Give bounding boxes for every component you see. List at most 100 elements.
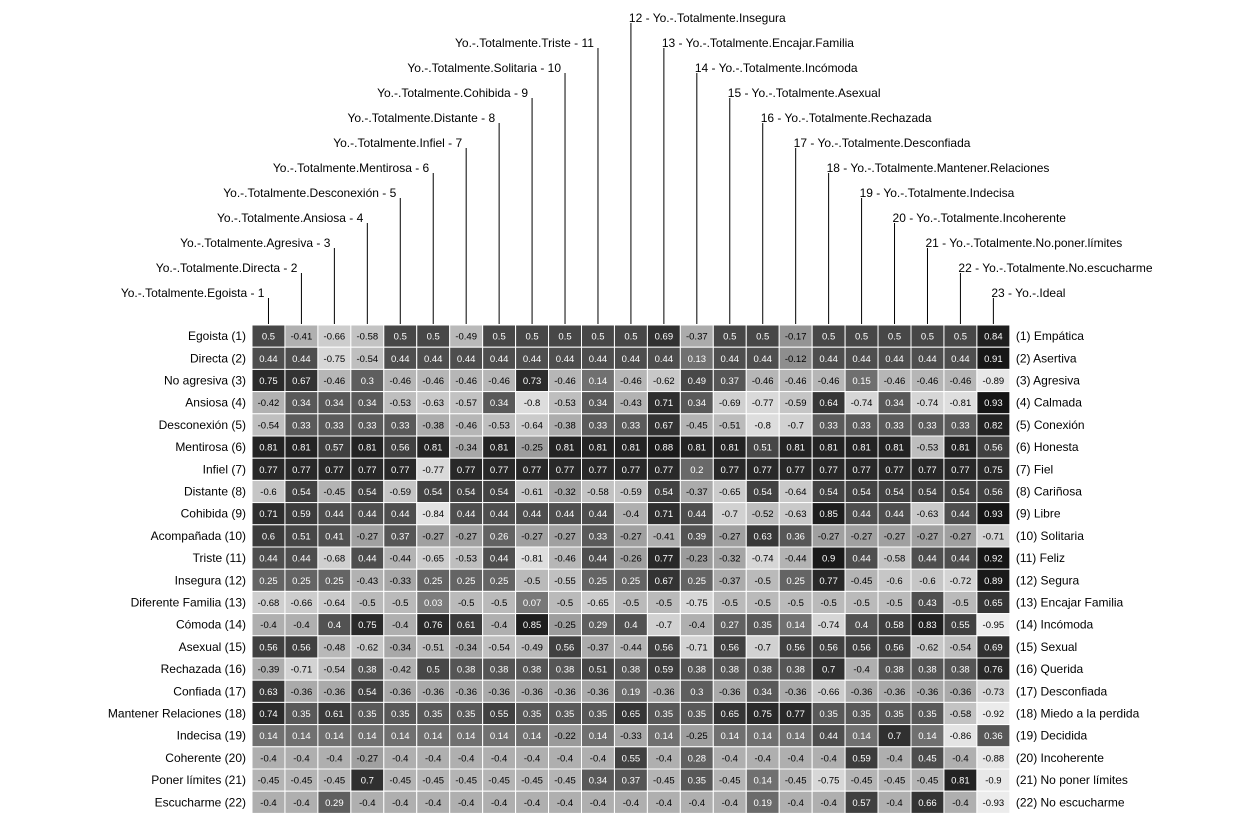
cell-value-label: 0.25 bbox=[589, 576, 608, 587]
cell-value-label: 0.85 bbox=[523, 620, 542, 631]
cell-value-label: 0.4 bbox=[855, 620, 868, 631]
cell-value-label: -0.25 bbox=[554, 620, 576, 631]
cell-value-label: -0.4 bbox=[392, 620, 408, 631]
cell-value-label: -0.36 bbox=[422, 687, 444, 698]
row-label-right: (2) Asertiva bbox=[1016, 351, 1077, 365]
cell-value-label: -0.37 bbox=[719, 576, 741, 587]
cell-value-label: 0.77 bbox=[358, 465, 377, 476]
cell-value-label: -0.4 bbox=[425, 798, 441, 809]
cell-value-label: 0.54 bbox=[852, 487, 871, 498]
row-label-right: (1) Empática bbox=[1016, 329, 1084, 343]
row-label-left: No agresiva (3) bbox=[164, 374, 246, 388]
cell-value-label: 0.38 bbox=[556, 665, 575, 676]
cell-value-label: 0.2 bbox=[690, 465, 703, 476]
cell-value-label: -0.45 bbox=[324, 776, 346, 787]
cell-value-label: 0.44 bbox=[918, 554, 937, 565]
cell-value-label: 0.81 bbox=[885, 443, 904, 454]
heatmap-cell bbox=[976, 790, 1011, 814]
cell-value-label: 0.38 bbox=[523, 665, 542, 676]
cell-value-label: 0.34 bbox=[292, 398, 311, 409]
cell-value-label: 0.81 bbox=[819, 443, 838, 454]
cell-value-label: 0.14 bbox=[786, 620, 805, 631]
cell-value-label: -0.38 bbox=[422, 420, 444, 431]
cell-value-label: -0.66 bbox=[291, 598, 313, 609]
row-label-right: (4) Calmada bbox=[1016, 396, 1082, 410]
cell-value-label: -0.45 bbox=[917, 776, 939, 787]
cell-value-label: -0.62 bbox=[917, 642, 939, 653]
cell-value-label: 0.44 bbox=[292, 554, 311, 565]
cell-value-label: -0.68 bbox=[324, 554, 346, 565]
cell-value-label: 0.44 bbox=[918, 354, 937, 365]
row-label-right: (9) Libre bbox=[1016, 507, 1061, 521]
cell-value-label: -0.4 bbox=[260, 753, 276, 764]
row-label-left: Cohibida (9) bbox=[181, 507, 246, 521]
cell-value-label: 0.44 bbox=[721, 354, 740, 365]
cell-value-label: 0.7 bbox=[361, 776, 374, 787]
cell-value-label: -0.37 bbox=[686, 487, 708, 498]
row-label-right: (12) Segura bbox=[1016, 573, 1080, 587]
cell-value-label: 0.5 bbox=[558, 332, 571, 343]
cell-value-label: -0.72 bbox=[950, 576, 972, 587]
cell-value-label: 0.38 bbox=[786, 665, 805, 676]
cell-value-label: 0.65 bbox=[721, 709, 740, 720]
column-header-label: 12 - Yo.-.Totalmente.Insegura bbox=[629, 11, 786, 25]
cell-value-label: 0.33 bbox=[391, 420, 410, 431]
cell-value-label: -0.55 bbox=[554, 576, 576, 587]
cell-value-label: -0.95 bbox=[983, 620, 1005, 631]
cell-value-label: 0.81 bbox=[589, 443, 608, 454]
row-label-left: Poner límites (21) bbox=[151, 773, 246, 787]
cell-value-label: 0.35 bbox=[292, 709, 311, 720]
row-label-right: (20) Incoherente bbox=[1016, 751, 1104, 765]
cell-value-label: 0.44 bbox=[490, 354, 509, 365]
cell-value-label: 0.33 bbox=[325, 420, 344, 431]
cell-value-label: 0.33 bbox=[951, 420, 970, 431]
cell-value-label: -0.32 bbox=[719, 554, 741, 565]
cell-value-label: 0.25 bbox=[259, 576, 278, 587]
cell-value-label: -0.4 bbox=[458, 798, 474, 809]
cell-value-label: 0.45 bbox=[918, 753, 937, 764]
cell-value-label: -0.73 bbox=[983, 687, 1005, 698]
cell-value-label: -0.4 bbox=[293, 753, 309, 764]
cell-value-label: 0.44 bbox=[589, 509, 608, 520]
cell-value-label: 0.56 bbox=[556, 642, 575, 653]
cell-value-label: -0.27 bbox=[521, 531, 543, 542]
cell-value-label: -0.49 bbox=[455, 332, 477, 343]
cell-value-label: -0.58 bbox=[950, 709, 972, 720]
cell-value-label: -0.46 bbox=[950, 376, 972, 387]
cell-value-label: 0.55 bbox=[490, 709, 509, 720]
cell-value-label: -0.63 bbox=[422, 398, 444, 409]
cell-value-label: -0.45 bbox=[389, 776, 411, 787]
cell-value-label: 0.58 bbox=[885, 620, 904, 631]
cell-value-label: -0.36 bbox=[950, 687, 972, 698]
cell-value-label: 0.44 bbox=[819, 354, 838, 365]
cell-value-label: -0.36 bbox=[324, 687, 346, 698]
cell-value-label: -0.4 bbox=[820, 798, 836, 809]
cell-value-label: -0.45 bbox=[686, 420, 708, 431]
cell-value-label: -0.81 bbox=[521, 554, 543, 565]
cell-value-label: -0.75 bbox=[324, 354, 346, 365]
cell-value-label: -0.88 bbox=[983, 753, 1005, 764]
row-label-right: (21) No poner límites bbox=[1016, 773, 1128, 787]
cell-value-label: -0.74 bbox=[851, 398, 873, 409]
cell-value-label: 0.13 bbox=[688, 354, 707, 365]
cell-value-label: 0.75 bbox=[358, 620, 377, 631]
cell-value-label: 0.75 bbox=[984, 465, 1003, 476]
cell-value-label: -0.65 bbox=[422, 554, 444, 565]
cell-value-label: 0.71 bbox=[655, 509, 674, 520]
cell-value-label: 0.35 bbox=[391, 709, 410, 720]
cell-value-label: -0.77 bbox=[752, 398, 774, 409]
cell-value-label: 0.14 bbox=[259, 731, 278, 742]
cell-value-label: 0.81 bbox=[786, 443, 805, 454]
cell-value-label: -0.27 bbox=[356, 753, 378, 764]
cell-value-label: -0.4 bbox=[491, 798, 507, 809]
cell-value-label: 0.38 bbox=[918, 665, 937, 676]
cell-value-label: 0.4 bbox=[624, 620, 637, 631]
cell-value-label: -0.32 bbox=[554, 487, 576, 498]
cell-value-label: -0.4 bbox=[623, 509, 639, 520]
cell-value-label: -0.4 bbox=[293, 798, 309, 809]
cell-value-label: -0.4 bbox=[590, 753, 606, 764]
cell-value-label: 0.92 bbox=[984, 554, 1003, 565]
cell-value-label: -0.59 bbox=[389, 487, 411, 498]
cell-value-label: 0.14 bbox=[457, 731, 476, 742]
cell-value-label: -0.4 bbox=[557, 753, 573, 764]
